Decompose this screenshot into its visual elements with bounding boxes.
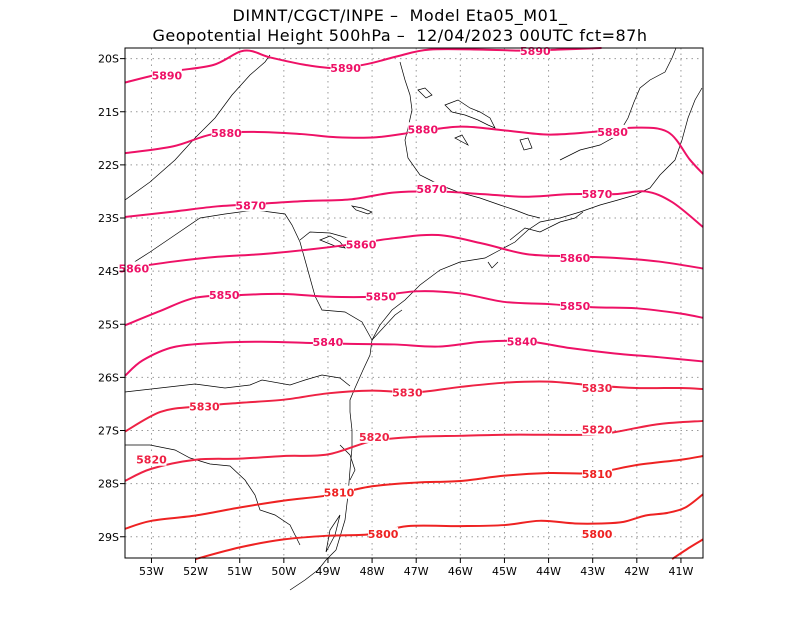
contour-label-bg — [407, 122, 438, 136]
contour-label-bg — [392, 385, 423, 399]
x-tick-label: 41W — [669, 565, 694, 578]
y-tick-label: 25S — [98, 318, 119, 331]
contour-label-bg — [209, 288, 240, 302]
chart-title-line1: DIMNT/CGCT/INPE – Model Eta05_M01_ — [232, 6, 568, 25]
coastline-map — [124, 47, 703, 591]
chart-title-line2: Geopotential Height 500hPa – 12/04/2023 … — [152, 26, 648, 45]
contour-label-bg — [189, 399, 220, 413]
x-tick-label: 47W — [404, 565, 429, 578]
contour-label: 5820 — [136, 454, 167, 467]
contour-line-5790 — [671, 538, 704, 560]
contour-label: 5880 — [211, 127, 242, 140]
contour-label: 5830 — [392, 386, 423, 399]
contour-line-5800 — [195, 493, 704, 561]
contour-label: 5870 — [416, 183, 447, 196]
contour-line-5870 — [124, 190, 704, 228]
x-tick-label: 46W — [448, 565, 473, 578]
contour-label-bg — [151, 68, 182, 82]
y-tick-label: 26S — [98, 371, 119, 384]
contour-label: 5800 — [582, 528, 613, 541]
y-tick-label: 21S — [98, 106, 119, 119]
y-tick-label: 27S — [98, 425, 119, 438]
contour-label: 5820 — [582, 423, 613, 436]
y-tick-label: 24S — [98, 265, 119, 278]
contour-line-5860 — [124, 233, 704, 270]
contour-label: 5810 — [324, 487, 355, 500]
contour-line-5820 — [124, 419, 704, 482]
x-tick-label: 48W — [360, 565, 385, 578]
contour-line-5810 — [124, 455, 704, 530]
contour-label: 5820 — [359, 431, 390, 444]
contour-label-bg — [582, 527, 613, 541]
contour-label-bg — [582, 381, 613, 394]
contour-label: 5890 — [152, 70, 183, 83]
contour-label-bg — [507, 334, 538, 348]
x-tick-label: 44W — [536, 565, 561, 578]
contour-label: 5890 — [520, 45, 551, 58]
contour-label: 5870 — [582, 188, 613, 201]
x-tick-label: 53W — [139, 565, 164, 578]
x-tick-label: 50W — [271, 565, 296, 578]
contour-label: 5860 — [346, 239, 377, 252]
plot-frame — [124, 47, 704, 559]
contour-label: 5800 — [368, 528, 399, 541]
contour-label: 5890 — [330, 62, 361, 75]
contour-label-bg — [346, 237, 377, 251]
contour-label: 5840 — [313, 336, 344, 349]
y-tick-label: 23S — [98, 212, 119, 225]
contour-label-bg — [330, 61, 361, 75]
x-tick-label: 49W — [316, 565, 341, 578]
contour-label-bg — [323, 485, 354, 499]
contour-label-bg — [118, 261, 149, 275]
contour-label: 5850 — [209, 289, 240, 302]
x-tick-label: 51W — [227, 565, 252, 578]
contour-line-5840 — [124, 339, 704, 377]
contour-label-bg — [312, 334, 343, 348]
contour-label: 5870 — [235, 199, 266, 212]
contour-label: 5860 — [560, 252, 591, 265]
contour-label: 5880 — [597, 126, 628, 139]
contour-line-5850 — [124, 290, 704, 327]
contour-label-bg — [582, 422, 613, 436]
contour-labels: 5890 5890 5890 5880 5880 5880 5870 5870 5870 5860… — [118, 44, 628, 541]
contour-label: 5830 — [582, 382, 613, 395]
y-axis-ticks: 20S 21S 22S 23S 24S 25S 26S 27S 28S 29S — [98, 53, 125, 544]
contour-label-bg — [136, 452, 167, 466]
contour-label: 5860 — [119, 262, 150, 275]
x-tick-label: 42W — [624, 565, 649, 578]
contour-label-bg — [560, 250, 591, 264]
x-tick-label: 52W — [183, 565, 208, 578]
y-tick-label: 28S — [98, 478, 119, 491]
x-tick-label: 43W — [580, 565, 605, 578]
contour-label-bg — [416, 181, 447, 195]
y-tick-label: 29S — [98, 531, 119, 544]
contour-label-bg — [582, 187, 613, 201]
x-axis-ticks: 53W 52W 51W 50W 49W 48W 47W 46W 45W 44W 43W 42W 41W — [139, 558, 693, 578]
contour-label-bg — [235, 198, 266, 212]
contour-label-bg — [359, 429, 390, 443]
contour-label-bg — [368, 527, 399, 541]
contour-label-bg — [582, 467, 613, 481]
contour-label-bg — [597, 124, 628, 138]
contour-label-bg — [365, 289, 396, 303]
contour-label: 5850 — [560, 300, 591, 313]
contour-label: 5810 — [582, 468, 613, 481]
y-tick-label: 22S — [98, 159, 119, 172]
contour-label-bg — [211, 126, 242, 139]
contour-label: 5880 — [408, 123, 439, 136]
x-tick-label: 45W — [492, 565, 517, 578]
contour-label: 5840 — [507, 335, 538, 348]
contour-label-bg — [560, 299, 591, 313]
contour-label: 5850 — [366, 291, 397, 304]
y-tick-label: 20S — [98, 53, 119, 66]
contour-label: 5830 — [189, 401, 220, 414]
contour-label-bg — [520, 44, 551, 58]
